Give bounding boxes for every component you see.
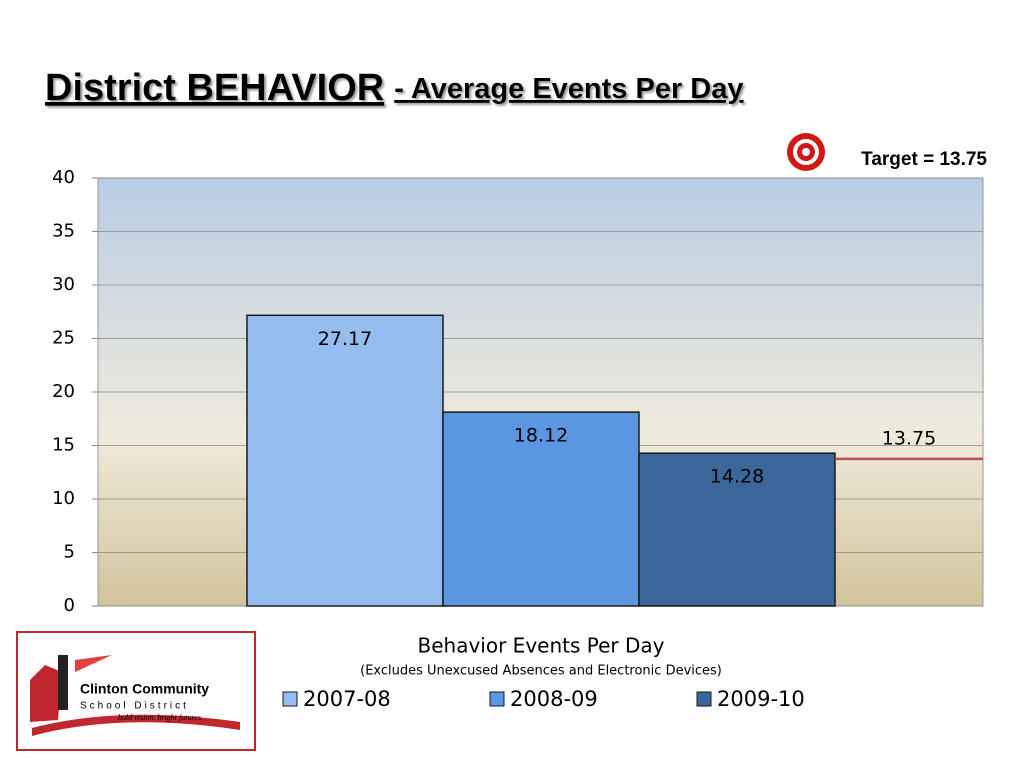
legend-swatch — [489, 691, 505, 707]
target-icon — [787, 133, 825, 171]
data-label: 27.17 — [318, 328, 372, 350]
logo-name: Clinton Community — [80, 681, 209, 697]
data-label: 14.28 — [710, 466, 764, 488]
legend-label: 2008-09 — [510, 687, 598, 711]
chart-title: District BEHAVIOR - Average Events Per Da… — [45, 67, 744, 109]
legend-swatch — [282, 691, 298, 707]
logo: Clinton Community School District bold v… — [16, 631, 256, 751]
title-sub: - Average Events Per Day — [394, 73, 743, 105]
title-main: District BEHAVIOR — [45, 67, 384, 109]
bar — [638, 452, 836, 607]
y-tick-label: 10 — [52, 488, 75, 509]
y-tick-label: 25 — [52, 328, 75, 349]
legend-swatch — [696, 691, 712, 707]
bar — [442, 411, 640, 607]
target-value-label: 13.75 — [882, 427, 936, 449]
y-tick-label: 35 — [52, 221, 75, 242]
data-label: 18.12 — [514, 425, 568, 447]
bar — [246, 314, 444, 607]
y-tick-label: 15 — [52, 435, 75, 456]
y-tick-label: 5 — [64, 542, 75, 563]
y-tick-label: 40 — [52, 167, 75, 188]
y-tick-label: 30 — [52, 274, 75, 295]
logo-district: School District — [80, 701, 189, 712]
x-axis-title: Behavior Events Per Day — [418, 634, 665, 658]
legend-label: 2007-08 — [303, 687, 391, 711]
logo-tagline: bold vision. bright futures. — [118, 713, 203, 722]
legend-label: 2009-10 — [717, 687, 805, 711]
y-tick-label: 20 — [52, 381, 75, 402]
y-tick-label: 0 — [64, 595, 75, 616]
target-label: Target = 13.75 — [861, 149, 987, 170]
x-axis-note: (Excludes Unexcused Absences and Electro… — [360, 664, 722, 679]
